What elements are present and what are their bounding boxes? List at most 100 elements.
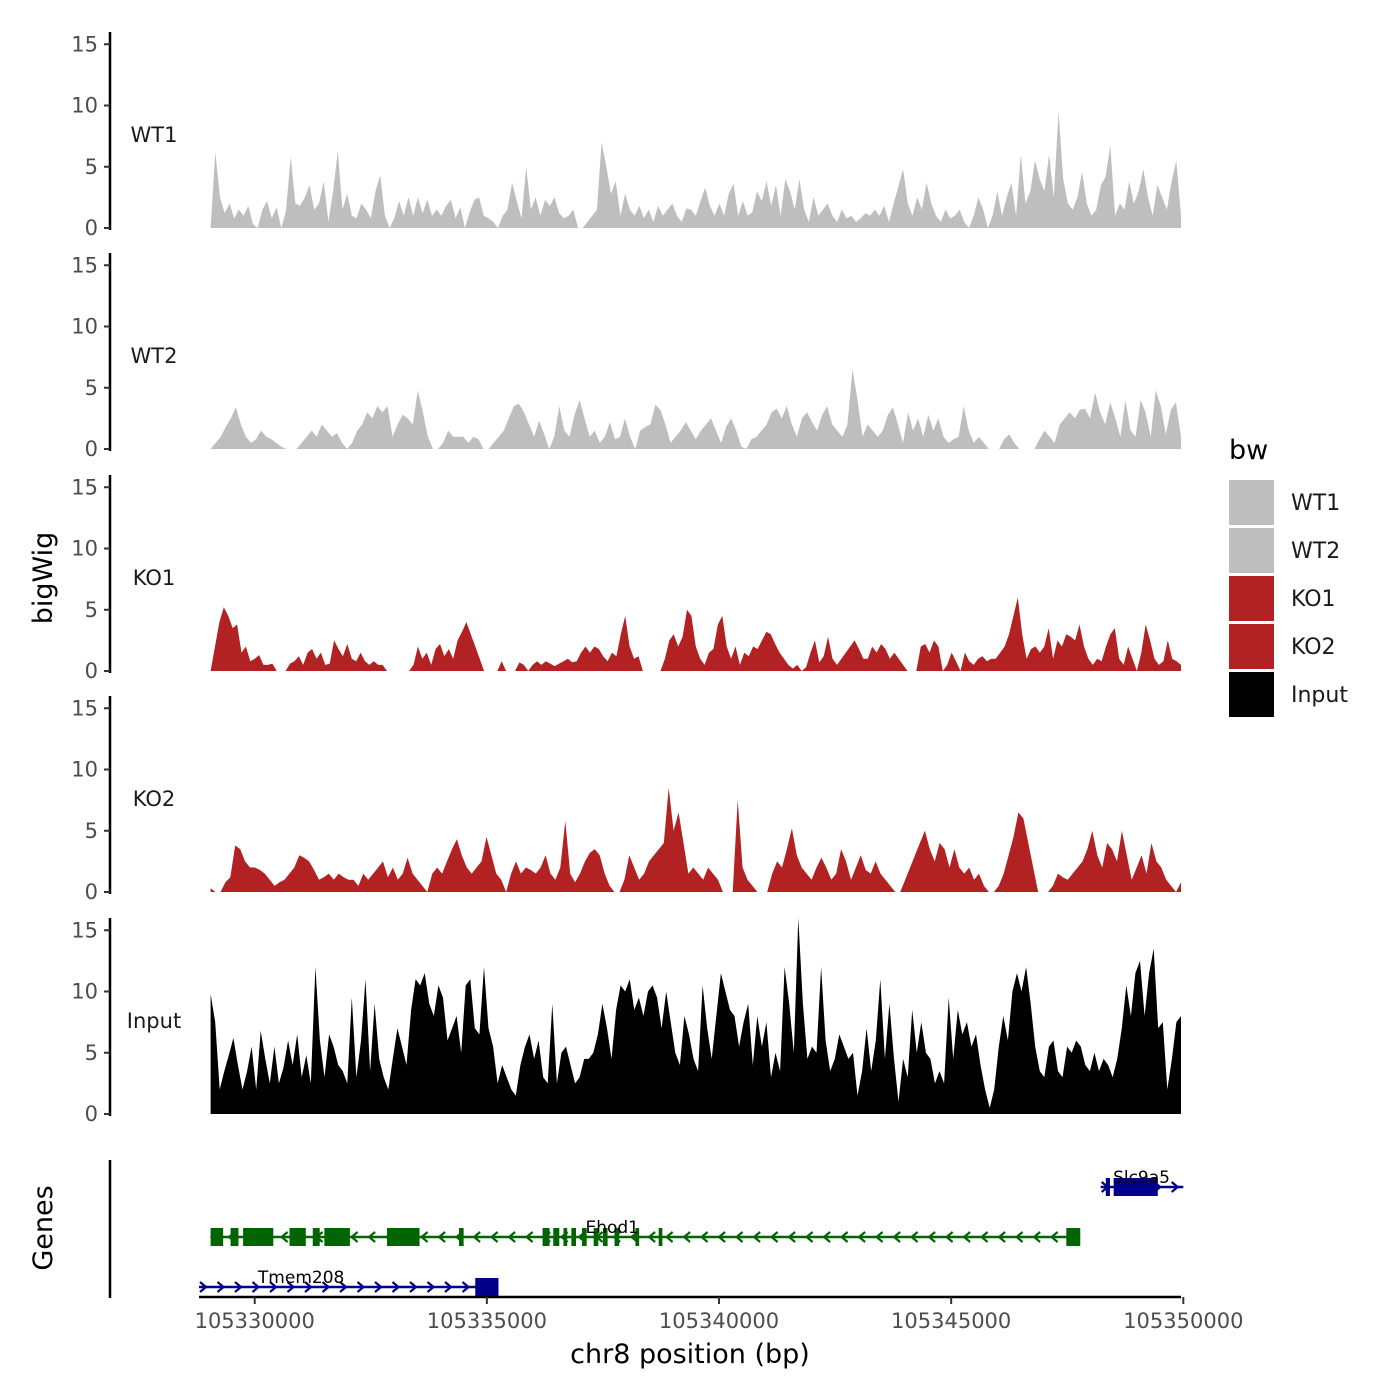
- strand-chevron: [199, 1281, 208, 1293]
- legend-key-ko2: [1229, 624, 1274, 669]
- x-tick-label-3: 105345000: [891, 1309, 1011, 1333]
- strand-chevron: [234, 1281, 243, 1293]
- x-tick-label-2: 105340000: [659, 1309, 779, 1333]
- strand-chevron: [437, 1231, 446, 1243]
- panel-label-ko2: KO2: [133, 787, 176, 811]
- exon-ehod1-13: [593, 1228, 599, 1246]
- strand-chevron: [979, 1231, 989, 1243]
- gene-label-tmem208: Tmem208: [257, 1268, 344, 1288]
- exon-ehod1-18: [1066, 1228, 1081, 1246]
- strand-chevron: [752, 1231, 761, 1243]
- area-input: [210, 918, 1182, 1114]
- strand-chevron: [419, 1231, 429, 1243]
- exon-ehod1-0: [210, 1228, 224, 1246]
- y-tick-label-ko2-15: 15: [71, 696, 98, 720]
- exon-slc9a5-1: [1113, 1178, 1158, 1196]
- strand-chevron: [251, 1281, 261, 1293]
- y-tick-label-ko1-15: 15: [71, 475, 98, 499]
- strand-chevron: [356, 1281, 366, 1293]
- strand-chevron: [682, 1231, 691, 1243]
- y-tick-label-input-10: 10: [71, 980, 98, 1004]
- strand-chevron: [944, 1231, 954, 1243]
- y-tick-label-ko1-0: 0: [85, 659, 98, 683]
- gene-tmem208: Tmem208: [199, 1268, 499, 1296]
- y-tick-label-input-5: 5: [85, 1041, 98, 1065]
- legend: bw WT1 WT2 KO1 KO2 Input: [1229, 435, 1348, 717]
- exon-ehod1-15: [614, 1228, 620, 1246]
- strand-chevron: [1170, 1181, 1180, 1193]
- strand-chevron: [717, 1231, 726, 1243]
- legend-key-ko1: [1229, 576, 1274, 621]
- exon-ehod1-4: [312, 1228, 320, 1246]
- legend-key-wt2: [1229, 528, 1274, 573]
- strand-chevron: [216, 1281, 226, 1293]
- strand-chevron: [507, 1231, 516, 1243]
- strand-chevron: [892, 1231, 901, 1243]
- panel-wt2: 0 5 10 15 WT2: [71, 253, 1182, 461]
- strand-chevron: [927, 1231, 936, 1243]
- exon-ehod1-1: [230, 1228, 239, 1246]
- gene-label-slc9a5: Slc9a5: [1113, 1168, 1170, 1188]
- strand-chevron: [286, 1281, 296, 1293]
- y-tick-label-wt1-0: 0: [85, 216, 98, 240]
- panel-label-ko1: KO1: [133, 566, 176, 590]
- strand-chevron: [874, 1231, 884, 1243]
- legend-label-ko2: KO2: [1291, 635, 1336, 660]
- strand-chevron: [279, 1231, 289, 1243]
- panel-label-wt2: WT2: [131, 344, 178, 368]
- strand-chevron: [962, 1231, 971, 1243]
- strand-chevron: [822, 1231, 831, 1243]
- area-ko2: [210, 787, 1182, 892]
- strand-chevron: [997, 1231, 1006, 1243]
- exon-ehod1-11: [571, 1228, 577, 1246]
- strand-chevron: [374, 1281, 383, 1293]
- x-tick-label-4: 105350000: [1123, 1309, 1243, 1333]
- strand-chevron: [664, 1231, 674, 1243]
- y-tick-label-wt1-15: 15: [71, 32, 98, 56]
- strand-chevron: [1032, 1231, 1041, 1243]
- y-tick-label-ko2-0: 0: [85, 880, 98, 904]
- strand-chevron: [489, 1231, 499, 1243]
- strand-chevron: [409, 1281, 418, 1293]
- strand-chevron: [367, 1231, 376, 1243]
- y-tick-label-input-0: 0: [85, 1102, 98, 1126]
- strand-chevron: [426, 1281, 436, 1293]
- strand-chevron: [472, 1231, 481, 1243]
- y-tick-label-wt2-0: 0: [85, 437, 98, 461]
- x-tick-label-1: 105335000: [427, 1309, 547, 1333]
- strand-chevron: [391, 1281, 401, 1293]
- y-tick-label-ko1-5: 5: [85, 598, 98, 622]
- y-tick-label-input-15: 15: [71, 918, 98, 942]
- y-tick-label-wt2-5: 5: [85, 376, 98, 400]
- area-wt2: [210, 369, 1182, 449]
- strand-chevron: [839, 1231, 849, 1243]
- signal-panels: 0 5 10 15 WT1 0 5 10 15 WT2 0 5 10 15 KO1 0 5 10 15 KO2 0 5 10…: [71, 32, 1182, 1126]
- strand-chevron: [304, 1281, 313, 1293]
- y-tick-label-wt2-15: 15: [71, 253, 98, 277]
- exon-ehod1-8: [542, 1228, 550, 1246]
- panel-input: 0 5 10 15 Input: [71, 918, 1182, 1126]
- strand-chevron: [699, 1231, 709, 1243]
- gene-label-ehod1: Ehod1: [585, 1218, 639, 1238]
- exon-ehod1-10: [563, 1228, 568, 1246]
- genes-track: Slc9a5 Ehod1 Tmem208: [108, 1160, 1184, 1298]
- y-tick-label-ko2-10: 10: [71, 758, 98, 782]
- y-tick-label-wt1-5: 5: [85, 155, 98, 179]
- exon-ehod1-16: [635, 1228, 640, 1246]
- exon-ehod1-2: [243, 1228, 274, 1246]
- legend-label-wt2: WT2: [1291, 539, 1340, 564]
- exon-ehod1-6: [387, 1228, 420, 1246]
- legend-title: bw: [1229, 435, 1268, 466]
- strand-chevron: [734, 1231, 744, 1243]
- strand-chevron: [1014, 1231, 1024, 1243]
- strand-chevron: [524, 1231, 534, 1243]
- panel-label-wt1: WT1: [131, 123, 178, 147]
- legend-label-input: Input: [1291, 683, 1348, 708]
- strand-chevron: [349, 1231, 359, 1243]
- y-tick-label-wt1-10: 10: [71, 94, 98, 118]
- exon-ehod1-14: [602, 1228, 608, 1246]
- exon-ehod1-3: [289, 1228, 306, 1246]
- gene-ehod1: Ehod1: [209, 1218, 1081, 1246]
- strand-chevron: [339, 1281, 348, 1293]
